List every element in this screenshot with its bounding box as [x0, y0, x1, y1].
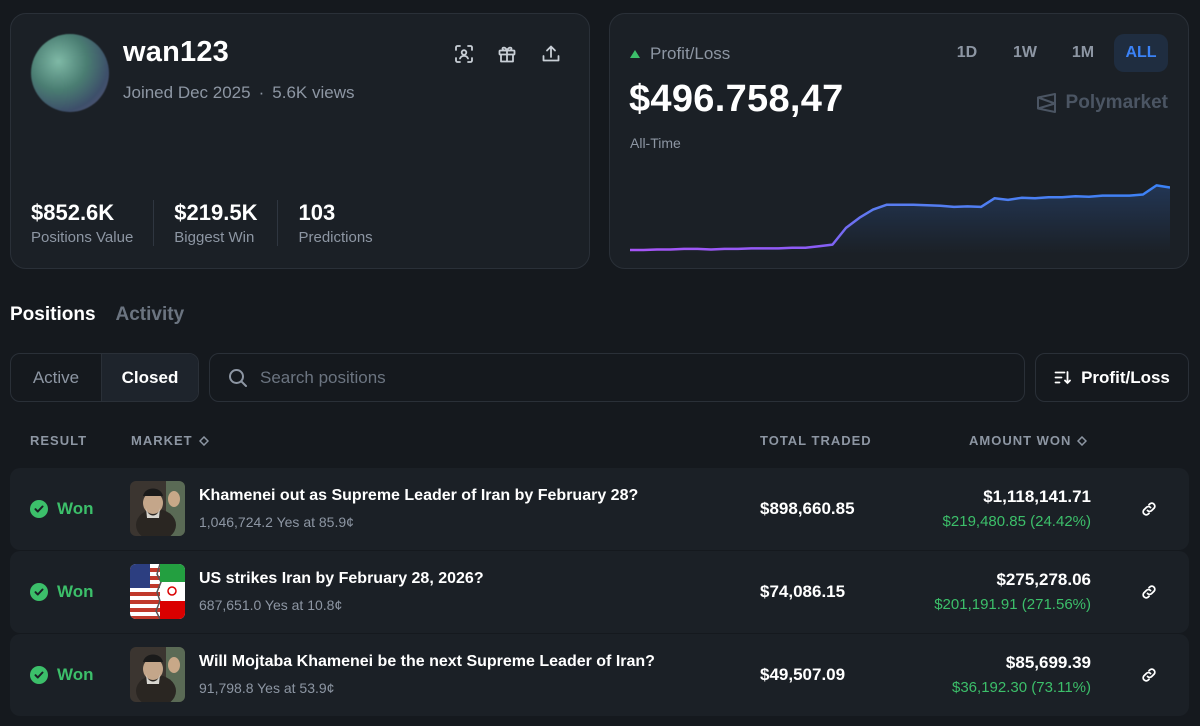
search-box: [209, 353, 1025, 402]
scan-icon[interactable]: [452, 42, 476, 66]
pnl-label-text: Profit/Loss: [650, 44, 731, 63]
market-thumbnail[interactable]: [130, 481, 185, 536]
header-total-traded: TOTAL TRADED: [760, 433, 872, 448]
profile-card: wan123 Joined Dec 2025 · 5.6K views $852.6…: [10, 13, 590, 269]
profit-amount: $201,191.91 (271.56%): [934, 596, 1091, 613]
header-result: RESULT: [30, 433, 88, 448]
profit-amount: $36,192.30 (73.11%): [952, 679, 1091, 696]
check-circle-icon: [30, 666, 48, 684]
result-label: Won: [57, 582, 94, 601]
tab-positions[interactable]: Positions: [10, 304, 96, 325]
result-won: Won: [30, 582, 94, 602]
username: wan123: [123, 36, 229, 68]
market-thumbnail[interactable]: [130, 564, 185, 619]
joined-date: Joined Dec 2025: [123, 83, 251, 102]
pnl-series-line: [630, 184, 1170, 252]
tab-activity[interactable]: Activity: [115, 304, 185, 325]
table-row[interactable]: Won Will Mojtaba Khamenei be the next Su…: [10, 634, 1189, 716]
pnl-chart: [630, 184, 1170, 254]
share-icon[interactable]: [539, 42, 563, 66]
link-icon[interactable]: [1139, 582, 1159, 602]
stat-value: $852.6K: [31, 200, 115, 225]
sort-icon: [1054, 371, 1071, 385]
stat-label: Positions Value: [31, 229, 134, 246]
result-label: Won: [57, 499, 94, 518]
brand-name: Polymarket: [1065, 92, 1168, 113]
sort-diamond-icon: [1077, 435, 1088, 446]
market-thumbnail[interactable]: [130, 647, 185, 702]
market-shares: 1,046,724.2 Yes at 85.9¢: [199, 514, 354, 530]
header-market[interactable]: MARKET: [131, 433, 209, 448]
amount-won: $85,699.39: [1005, 653, 1091, 672]
pnl-period: All-Time: [630, 135, 681, 151]
total-traded: $49,507.09: [760, 665, 846, 684]
stat-predictions: 103 Predictions: [298, 200, 392, 246]
avatar[interactable]: [31, 34, 109, 112]
market-shares: 687,651.0 Yes at 10.8¢: [199, 597, 343, 613]
market-title[interactable]: Will Mojtaba Khamenei be the next Suprem…: [199, 653, 655, 670]
market-title[interactable]: Khamenei out as Supreme Leader of Iran b…: [199, 487, 639, 504]
filter-closed-button[interactable]: Closed: [102, 354, 198, 401]
result-label: Won: [57, 665, 94, 684]
check-circle-icon: [30, 500, 48, 518]
range-tab-all[interactable]: ALL: [1114, 34, 1168, 72]
total-traded: $898,660.85: [760, 499, 855, 518]
range-tab-1d[interactable]: 1D: [956, 44, 978, 61]
status-toggle: Active Closed: [10, 353, 199, 402]
table-row[interactable]: Won Khamenei out as Supreme Leader of Ir…: [10, 468, 1189, 550]
pnl-card: Profit/Loss $496.758,47 All-Time 1D 1W 1…: [609, 13, 1189, 269]
sort-button[interactable]: Profit/Loss: [1035, 353, 1189, 402]
pnl-label: Profit/Loss: [630, 44, 730, 64]
profile-stats: $852.6K Positions Value $219.5K Biggest …: [31, 200, 413, 246]
view-count: 5.6K views: [272, 83, 355, 102]
range-tabs: 1D 1W 1M ALL: [940, 34, 1168, 72]
meta-separator: ·: [258, 83, 265, 102]
sort-diamond-icon: [198, 435, 209, 446]
sort-label: Profit/Loss: [1081, 367, 1170, 387]
table-row[interactable]: Won US strikes Iran by February 28, 2026…: [10, 551, 1189, 633]
result-won: Won: [30, 665, 94, 685]
check-circle-icon: [30, 583, 48, 601]
search-input[interactable]: [260, 367, 960, 388]
amount-won: $1,118,141.71: [983, 487, 1091, 506]
profile-meta: Joined Dec 2025 · 5.6K views: [123, 83, 354, 103]
stat-positions-value: $852.6K Positions Value: [31, 200, 155, 246]
triangle-up-icon: [630, 50, 640, 58]
stat-label: Predictions: [298, 229, 373, 246]
market-shares: 91,798.8 Yes at 53.9¢: [199, 680, 335, 696]
stat-biggest-win: $219.5K Biggest Win: [174, 200, 279, 246]
profit-amount: $219,480.85 (24.42%): [942, 513, 1091, 530]
header-amount-won[interactable]: AMOUNT WON: [969, 433, 1088, 448]
pnl-area: [630, 185, 1170, 254]
polymarket-brand: Polymarket: [1036, 92, 1168, 114]
market-title[interactable]: US strikes Iran by February 28, 2026?: [199, 570, 484, 587]
pnl-value: $496.758,47: [629, 78, 844, 120]
stat-value: $219.5K: [174, 200, 258, 225]
stat-value: 103: [298, 200, 336, 225]
range-tab-1w[interactable]: 1W: [1013, 44, 1037, 61]
header-market-label: MARKET: [131, 433, 193, 448]
header-amount-label: AMOUNT WON: [969, 433, 1072, 448]
amount-won: $275,278.06: [996, 570, 1091, 589]
main-tabs: Positions Activity: [10, 304, 184, 326]
range-tab-1m[interactable]: 1M: [1071, 44, 1095, 61]
search-icon: [229, 368, 247, 387]
stat-label: Biggest Win: [174, 229, 255, 246]
gift-icon[interactable]: [495, 42, 519, 66]
result-won: Won: [30, 499, 94, 519]
total-traded: $74,086.15: [760, 582, 846, 601]
link-icon[interactable]: [1139, 665, 1159, 685]
polymarket-logo-icon: [1036, 93, 1056, 113]
link-icon[interactable]: [1139, 499, 1159, 519]
filter-active-button[interactable]: Active: [11, 354, 102, 401]
